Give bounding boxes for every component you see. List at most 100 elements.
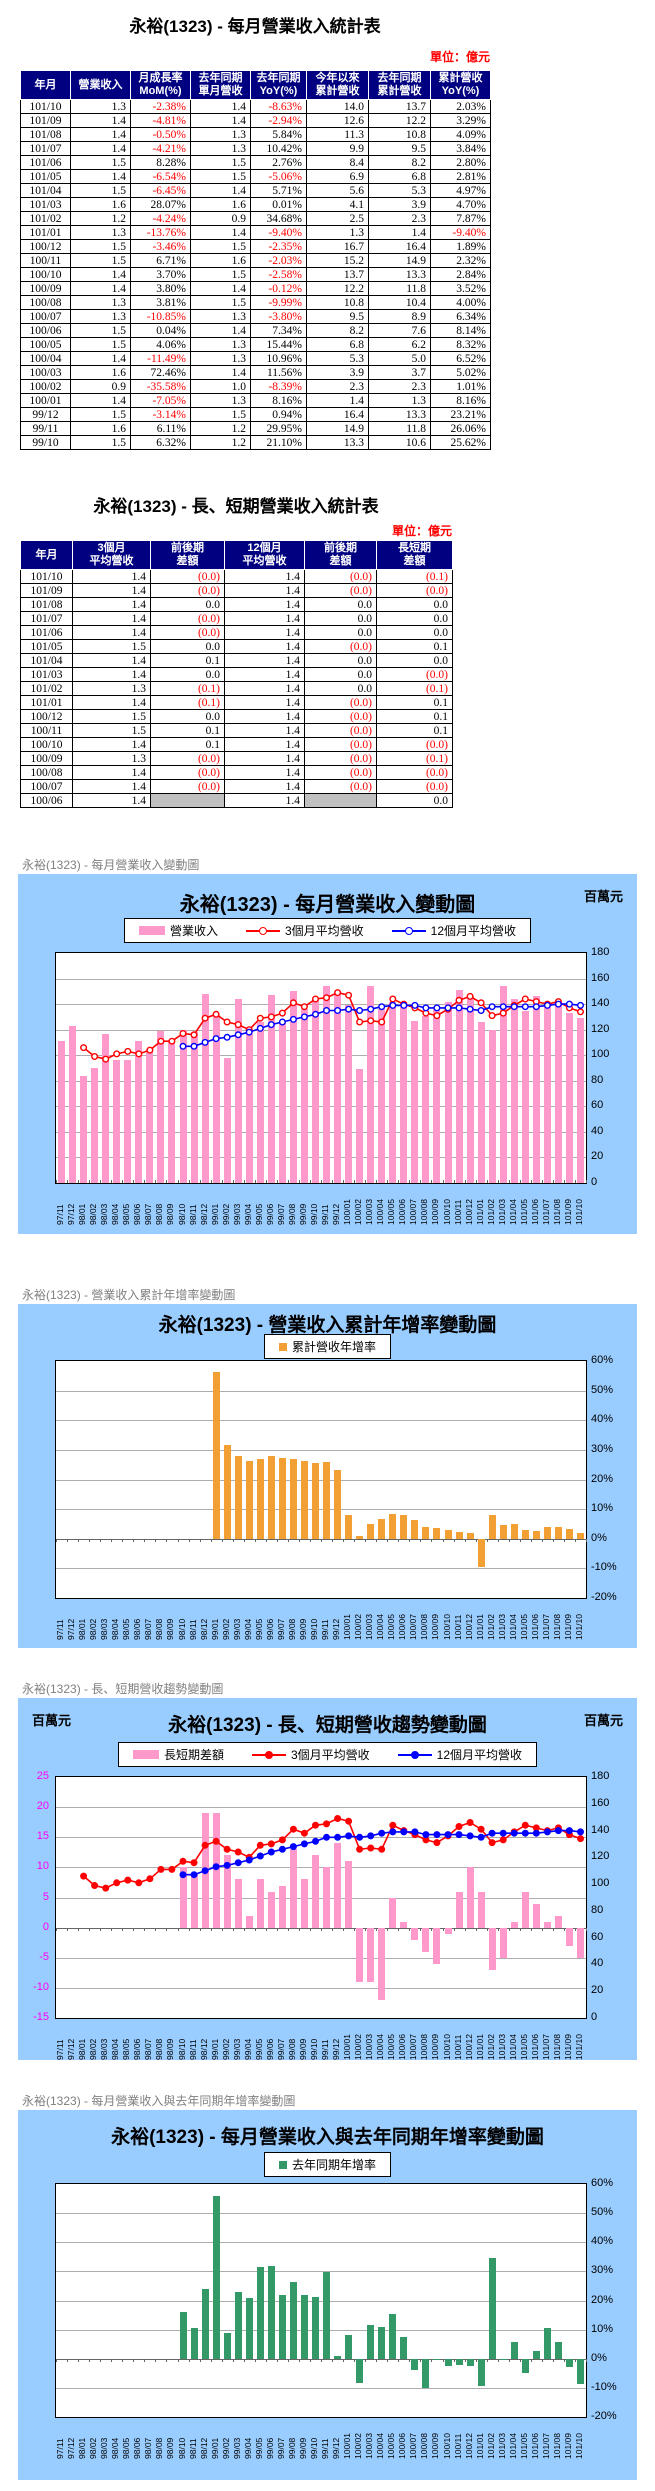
bar: [58, 1041, 65, 1183]
category-tick: [497, 2358, 499, 2362]
table-cell: 10.6: [368, 435, 431, 450]
filled-circle-marker: [455, 1831, 463, 1839]
y-axis-label: 60%: [591, 1354, 614, 1366]
category-tick: [155, 1927, 157, 1931]
bar: [345, 2335, 353, 2359]
x-axis-label: 101/08: [551, 2433, 562, 2459]
bar: [577, 1927, 584, 1958]
x-axis-label: 101/08: [551, 1199, 562, 1225]
category-tick: [188, 1180, 190, 1183]
filled-circle-marker: [300, 1829, 308, 1837]
y-axis-label: 20: [591, 1150, 604, 1163]
bar: [422, 1015, 430, 1183]
bar: [289, 2281, 297, 2359]
table-cell: 0.1: [376, 695, 453, 710]
category-tick: [321, 1538, 322, 1542]
y-axis-label: 30%: [591, 2264, 614, 2277]
filled-circle-marker: [179, 1857, 187, 1865]
x-axis-label: 101/02: [485, 1199, 496, 1225]
legend-bar-swatch: [132, 1750, 159, 1759]
y-axis-label-left: 25: [36, 1770, 49, 1782]
category-tick: [497, 1180, 499, 1183]
category-tick: [144, 1927, 146, 1931]
table-cell: (0.1): [376, 751, 453, 766]
table-cell: 1.5: [190, 239, 251, 254]
chart1-plot-area: [55, 952, 587, 1184]
category-tick: [100, 1927, 102, 1931]
x-axis-label: 100/04: [375, 2433, 386, 2459]
table-cell: 1.5: [70, 183, 131, 198]
bar: [565, 1529, 573, 1539]
x-axis-label: 101/06: [529, 1614, 540, 1640]
table-cell: -4.21%: [130, 141, 191, 156]
category-tick: [508, 1538, 510, 1542]
x-axis-label: 100/11: [452, 2433, 463, 2459]
category-tick: [409, 1927, 411, 1931]
table-cell: 1.4: [224, 625, 305, 640]
table-cell: 10.4: [368, 295, 431, 310]
y-axis-label-left: 10: [36, 1860, 49, 1873]
x-axis-label: 98/03: [99, 2437, 110, 2459]
open-circle-marker: [256, 1014, 264, 1022]
x-axis-label: 99/09: [297, 1203, 308, 1225]
table-cell: (0.0): [376, 779, 453, 794]
table-row: 101/04 1.4 0.1 1.4 0.0 0.0: [20, 653, 453, 668]
bar: [190, 2328, 198, 2359]
x-axis-label: 100/09: [430, 1199, 441, 1225]
x-axis-label: 100/11: [452, 2034, 463, 2060]
y-axis-label: 0%: [591, 2351, 607, 2364]
gridline: [56, 1987, 586, 1989]
table-cell: 2.80%: [430, 155, 491, 170]
bar: [466, 1867, 474, 1928]
y-axis-label: -10%: [591, 1561, 617, 1574]
chart4-monthly-yoy: 永裕(1323) - 每月營業收入與去年同期年增率變動圖 去年同期年增率 60%…: [18, 2110, 637, 2480]
legend-bar-swatch: [138, 926, 165, 935]
table-cell: 101/08: [20, 127, 71, 142]
table-cell: (0.0): [304, 583, 377, 598]
table-cell: 1.4: [190, 99, 251, 114]
table-cell: (0.0): [150, 779, 225, 794]
table-cell: 7.87%: [430, 211, 491, 226]
open-circle-marker: [488, 1012, 496, 1020]
table-cell: (0.0): [376, 667, 453, 682]
x-axis-label: 101/04: [507, 1199, 518, 1225]
x-axis-label: 97/12: [66, 2437, 77, 2459]
table-cell: 1.4: [306, 393, 369, 408]
bar: [466, 1533, 474, 1539]
bar: [190, 1873, 198, 1928]
bar: [223, 1057, 231, 1183]
y-axis-label-left: 20: [36, 1800, 49, 1813]
bar: [245, 1033, 253, 1183]
table-cell: 1.4: [224, 639, 305, 654]
table-cell: 1.4: [224, 765, 305, 780]
open-circle-marker: [157, 1037, 165, 1045]
x-axis-label: 101/09: [562, 2433, 573, 2459]
category-tick: [67, 1180, 68, 1183]
open-circle-marker: [400, 1001, 408, 1009]
table-row: 101/07 1.4 -4.21% 1.3 10.42% 9.9 9.5 3.84%: [20, 141, 491, 156]
table-cell: 101/05: [20, 639, 73, 654]
category-tick: [321, 1927, 322, 1931]
x-axis-label: 98/12: [198, 2437, 209, 2459]
table-cell: 1.5: [190, 155, 251, 170]
filled-circle-marker: [201, 1841, 209, 1849]
category-tick: [210, 1538, 212, 1542]
x-axis-label: 98/07: [143, 1618, 154, 1640]
chart3-caption: 永裕(1323) - 長、短期營收趨勢變動圖: [22, 1682, 224, 1696]
category-tick: [398, 1927, 400, 1931]
bar: [477, 1022, 485, 1183]
table-cell: 1.4: [70, 141, 131, 156]
open-circle-marker: [190, 1042, 198, 1050]
category-tick: [232, 1927, 234, 1931]
bar: [444, 2358, 452, 2367]
bar: [389, 1897, 397, 1928]
category-tick: [365, 1927, 367, 1931]
open-circle-marker: [267, 1013, 275, 1021]
table-cell: 100/11: [20, 723, 73, 738]
column-header: 去年同期 YoY(%): [250, 70, 307, 100]
table-cell: 4.70%: [430, 197, 491, 212]
chart3-title: 永裕(1323) - 長、短期營收趨勢變動圖: [168, 1715, 487, 1736]
x-axis-label: 98/11: [187, 2039, 198, 2060]
table-cell: 13.3: [368, 407, 431, 422]
table-cell: (0.0): [304, 695, 377, 710]
